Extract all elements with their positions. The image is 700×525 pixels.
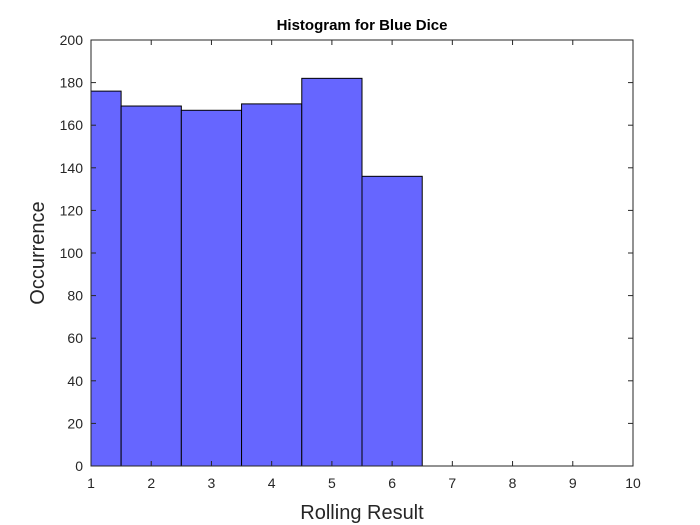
x-axis-label: Rolling Result: [300, 502, 424, 524]
x-tick-label-7: 7: [448, 475, 456, 491]
y-tick-label-180: 180: [60, 75, 84, 91]
x-tick-label-3: 3: [208, 475, 216, 491]
x-tick-label-6: 6: [388, 475, 396, 491]
histogram-bar-6: [361, 175, 423, 467]
y-tick-label-160: 160: [60, 117, 84, 133]
x-axis-tick-labels: 1 2 3 4 5 6 7 8 9 10: [87, 475, 641, 491]
y-tick-label-100: 100: [60, 245, 84, 261]
y-tick-label-200: 200: [60, 32, 84, 48]
y-axis-label: Occurrence: [27, 201, 49, 304]
chart-title: Histogram for Blue Dice: [277, 17, 448, 34]
y-tick-label-80: 80: [67, 288, 83, 304]
y-tick-label-120: 120: [60, 202, 84, 218]
x-tick-label-9: 9: [569, 475, 577, 491]
y-tick-label-20: 20: [67, 415, 83, 431]
x-tick-label-8: 8: [509, 475, 517, 491]
histogram-bar-2: [120, 105, 182, 467]
x-tick-label-4: 4: [268, 475, 276, 491]
histogram-bars: [90, 77, 423, 467]
histogram-bar-1: [90, 90, 122, 467]
y-tick-label-40: 40: [67, 373, 83, 389]
y-axis-tick-labels: 0 20 40 60 80 100 120 140 160 180 200: [60, 32, 84, 474]
histogram-bar-3: [180, 109, 243, 467]
y-tick-label-0: 0: [75, 458, 83, 474]
x-tick-label-2: 2: [147, 475, 155, 491]
x-tick-label-5: 5: [328, 475, 336, 491]
x-tick-label-1: 1: [87, 475, 95, 491]
histogram-bar-4: [241, 103, 303, 467]
y-tick-label-60: 60: [67, 330, 83, 346]
x-tick-label-10: 10: [625, 475, 641, 491]
y-tick-label-140: 140: [60, 160, 84, 176]
histogram-bar-5: [301, 77, 363, 467]
axis-ticks: [90, 39, 634, 467]
